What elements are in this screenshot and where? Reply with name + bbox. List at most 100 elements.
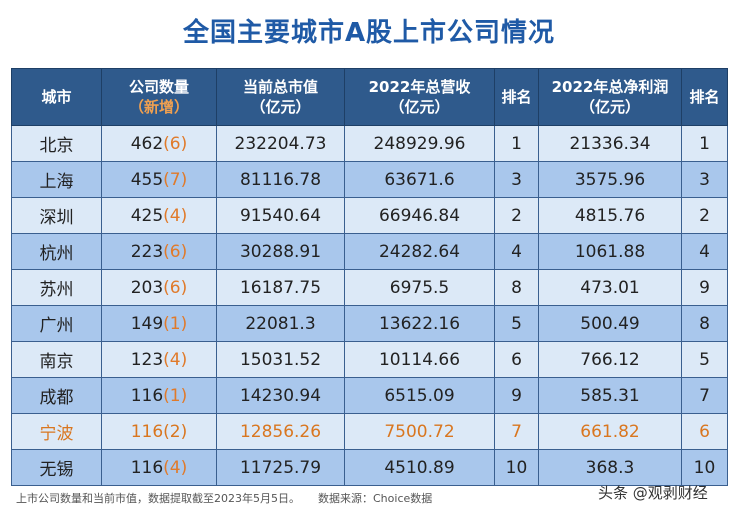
header-profit-unit: （亿元） bbox=[579, 98, 640, 116]
table-header-row: 城市 公司数量 （新增） 当前总市值 （亿元） 2022年总营收 （亿元） 排名… bbox=[11, 68, 728, 126]
count-cell: 116(2) bbox=[101, 413, 217, 450]
city-cell: 成都 bbox=[11, 377, 102, 414]
table-row: 苏州 203(6) 16187.75 6975.5 8 473.01 9 bbox=[11, 269, 728, 306]
table-row: 广州 149(1) 22081.3 13622.16 5 500.49 8 bbox=[11, 305, 728, 342]
count-added: (1) bbox=[163, 385, 188, 406]
profit-cell: 1061.88 bbox=[538, 233, 682, 270]
header-market-cap-unit: （亿元） bbox=[250, 98, 311, 116]
revenue-cell: 66946.84 bbox=[344, 197, 495, 234]
header-profit: 2022年总净利润 （亿元） bbox=[538, 68, 682, 126]
city-cell: 上海 bbox=[11, 161, 102, 198]
count-added: (4) bbox=[163, 349, 188, 370]
header-revenue-label: 2022年总营收 bbox=[368, 78, 471, 96]
profit-cell: 473.01 bbox=[538, 269, 682, 306]
count-cell: 462(6) bbox=[101, 125, 217, 162]
revenue-rank-cell: 8 bbox=[494, 269, 539, 306]
revenue-rank-cell: 3 bbox=[494, 161, 539, 198]
market-cap-cell: 11725.79 bbox=[216, 449, 345, 486]
market-cap-cell: 232204.73 bbox=[216, 125, 345, 162]
profit-rank-cell: 6 bbox=[681, 413, 728, 450]
count-cell: 116(1) bbox=[101, 377, 217, 414]
table-row: 深圳 425(4) 91540.64 66946.84 2 4815.76 2 bbox=[11, 197, 728, 234]
count-cell: 455(7) bbox=[101, 161, 217, 198]
footer-note: 上市公司数量和当前市值，数据提取截至2023年5月5日。 数据来源：Choice数… bbox=[16, 490, 432, 506]
count-value: 203 bbox=[130, 277, 164, 298]
count-cell: 116(4) bbox=[101, 449, 217, 486]
market-cap-cell: 81116.78 bbox=[216, 161, 345, 198]
city-cell: 杭州 bbox=[11, 233, 102, 270]
footer-note-text: 上市公司数量和当前市值，数据提取截至2023年5月5日。 bbox=[16, 492, 300, 505]
count-value: 123 bbox=[130, 349, 164, 370]
count-value: 116 bbox=[130, 421, 164, 442]
header-count-new-label: （新增） bbox=[128, 98, 189, 116]
page-title: 全国主要城市A股上市公司情况 bbox=[182, 18, 556, 48]
header-revenue-unit: （亿元） bbox=[389, 98, 450, 116]
revenue-cell: 7500.72 bbox=[344, 413, 495, 450]
revenue-cell: 63671.6 bbox=[344, 161, 495, 198]
table-row: 无锡 116(4) 11725.79 4510.89 10 368.3 10 bbox=[11, 449, 728, 486]
count-added: (2) bbox=[163, 421, 188, 442]
count-added: (7) bbox=[163, 169, 188, 190]
table-row: 成都 116(1) 14230.94 6515.09 9 585.31 7 bbox=[11, 377, 728, 414]
count-value: 116 bbox=[130, 457, 164, 478]
profit-rank-cell: 5 bbox=[681, 341, 728, 378]
revenue-rank-cell: 4 bbox=[494, 233, 539, 270]
profit-rank-cell: 3 bbox=[681, 161, 728, 198]
count-cell: 223(6) bbox=[101, 233, 217, 270]
count-added: (1) bbox=[163, 313, 188, 334]
city-cell: 深圳 bbox=[11, 197, 102, 234]
table-row: 杭州 223(6) 30288.91 24282.64 4 1061.88 4 bbox=[11, 233, 728, 270]
city-cell: 南京 bbox=[11, 341, 102, 378]
revenue-rank-cell: 5 bbox=[494, 305, 539, 342]
revenue-cell: 13622.16 bbox=[344, 305, 495, 342]
city-cell: 广州 bbox=[11, 305, 102, 342]
revenue-rank-cell: 7 bbox=[494, 413, 539, 450]
profit-cell: 3575.96 bbox=[538, 161, 682, 198]
count-value: 116 bbox=[130, 385, 164, 406]
data-table: 城市 公司数量 （新增） 当前总市值 （亿元） 2022年总营收 （亿元） 排名… bbox=[11, 68, 728, 486]
profit-rank-cell: 4 bbox=[681, 233, 728, 270]
header-market-cap: 当前总市值 （亿元） bbox=[216, 68, 345, 126]
market-cap-cell: 14230.94 bbox=[216, 377, 345, 414]
revenue-rank-cell: 9 bbox=[494, 377, 539, 414]
revenue-rank-cell: 6 bbox=[494, 341, 539, 378]
table-row: 北京 462(6) 232204.73 248929.96 1 21336.34 1 bbox=[11, 125, 728, 162]
revenue-cell: 248929.96 bbox=[344, 125, 495, 162]
profit-cell: 21336.34 bbox=[538, 125, 682, 162]
revenue-cell: 4510.89 bbox=[344, 449, 495, 486]
profit-cell: 500.49 bbox=[538, 305, 682, 342]
city-cell: 无锡 bbox=[11, 449, 102, 486]
header-revenue: 2022年总营收 （亿元） bbox=[344, 68, 495, 126]
header-count: 公司数量 （新增） bbox=[101, 68, 217, 126]
revenue-cell: 6975.5 bbox=[344, 269, 495, 306]
header-market-cap-label: 当前总市值 bbox=[242, 78, 318, 96]
count-value: 425 bbox=[130, 205, 164, 226]
count-value: 455 bbox=[130, 169, 164, 190]
profit-cell: 4815.76 bbox=[538, 197, 682, 234]
revenue-rank-cell: 10 bbox=[494, 449, 539, 486]
revenue-cell: 10114.66 bbox=[344, 341, 495, 378]
market-cap-cell: 22081.3 bbox=[216, 305, 345, 342]
count-added: (6) bbox=[163, 133, 188, 154]
city-cell: 苏州 bbox=[11, 269, 102, 306]
profit-cell: 766.12 bbox=[538, 341, 682, 378]
revenue-cell: 6515.09 bbox=[344, 377, 495, 414]
count-added: (6) bbox=[163, 241, 188, 262]
profit-rank-cell: 2 bbox=[681, 197, 728, 234]
profit-cell: 661.82 bbox=[538, 413, 682, 450]
market-cap-cell: 15031.52 bbox=[216, 341, 345, 378]
count-value: 462 bbox=[130, 133, 164, 154]
count-added: (6) bbox=[163, 277, 188, 298]
watermark: 头条 @观剥财经 bbox=[598, 484, 708, 502]
header-count-label: 公司数量 bbox=[128, 78, 189, 96]
profit-rank-cell: 1 bbox=[681, 125, 728, 162]
market-cap-cell: 16187.75 bbox=[216, 269, 345, 306]
profit-rank-cell: 7 bbox=[681, 377, 728, 414]
revenue-cell: 24282.64 bbox=[344, 233, 495, 270]
count-cell: 203(6) bbox=[101, 269, 217, 306]
market-cap-cell: 30288.91 bbox=[216, 233, 345, 270]
revenue-rank-cell: 2 bbox=[494, 197, 539, 234]
count-cell: 123(4) bbox=[101, 341, 217, 378]
city-cell: 北京 bbox=[11, 125, 102, 162]
table-row: 上海 455(7) 81116.78 63671.6 3 3575.96 3 bbox=[11, 161, 728, 198]
